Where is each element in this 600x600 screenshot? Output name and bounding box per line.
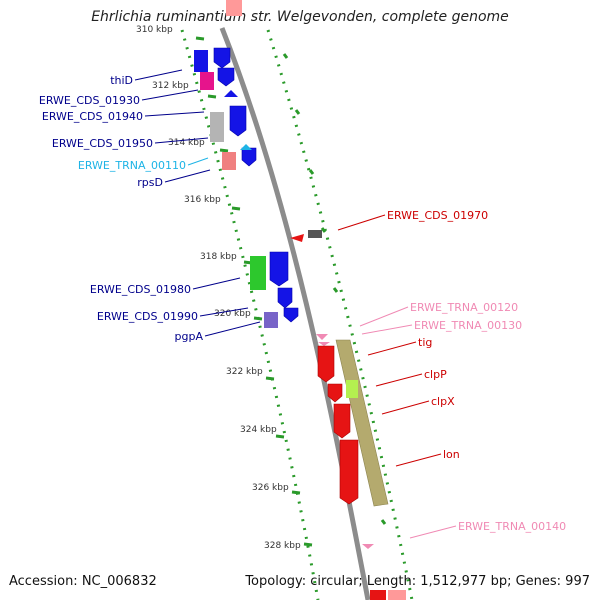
leader-line-left-8: [199, 307, 249, 317]
forward-gene-7: [283, 307, 299, 323]
forward-gene-4: [241, 147, 257, 167]
leader-line-right-7: [395, 453, 442, 467]
gene-label-right-5: clpP: [424, 368, 447, 381]
reverse-gene-3: [333, 403, 351, 439]
genome-backbone: [219, 27, 371, 600]
forward-gene-6: [277, 287, 293, 309]
gene-label-left-1: thiD: [110, 74, 133, 87]
gene-label-right-1: ERWE_CDS_01970: [387, 209, 488, 222]
leader-line-right-6: [381, 400, 430, 415]
outer-track-tick-10: [303, 542, 313, 547]
gene-block-grey: [210, 112, 224, 142]
outer-track-tick-8: [275, 434, 285, 439]
outer-track-tick-2: [207, 94, 217, 99]
scale-tick-label-7: 322 kbp: [226, 367, 263, 377]
outer-track-tick-6: [253, 316, 263, 321]
leader-line-right-8: [409, 525, 457, 539]
forward-gene-2: [217, 67, 235, 87]
gene-label-left-8: ERWE_CDS_01990: [97, 310, 198, 323]
gene-label-right-3: ERWE_TRNA_00130: [414, 319, 522, 332]
scale-tick-label-9: 326 kbp: [252, 483, 289, 493]
scale-tick-label-1: 310 kbp: [136, 25, 173, 35]
genome-summary-text: Topology: circular; Length: 1,512,977 bp…: [245, 574, 590, 589]
outer-track-tick-1: [195, 36, 205, 41]
leader-line-right-5: [375, 373, 423, 387]
forward-gene-1: [213, 47, 231, 69]
trna-marker-2: [318, 342, 330, 346]
gene-block-green: [250, 256, 266, 290]
trna-marker-3: [362, 544, 374, 549]
gene-label-left-2: ERWE_CDS_01930: [39, 94, 140, 107]
inner-track-tick-1: [282, 53, 289, 59]
outer-track-tick-7: [265, 376, 275, 381]
leader-line-right-3: [361, 324, 413, 335]
outer-track-tick-9: [291, 490, 301, 495]
trna-marker-cyan: [240, 144, 252, 150]
reverse-gene-4: [339, 439, 359, 505]
bottom-partial-gene-red: [370, 590, 386, 600]
reverse-gene-2: [327, 383, 343, 403]
inner-track-tick-3: [308, 169, 315, 175]
map-title: Ehrlichia ruminantium str. Welgevonden, …: [91, 9, 509, 25]
scale-tick-label-5: 318 kbp: [200, 252, 237, 262]
forward-gene-5: [269, 251, 289, 287]
gene-label-right-4: tig: [418, 336, 432, 349]
leader-line-left-1: [134, 69, 183, 81]
leader-line-left-3: [144, 111, 205, 117]
inner-track-tick-5: [332, 287, 339, 293]
inner-track-tick-9: [380, 519, 387, 525]
small-forward-gene: [224, 90, 238, 97]
leader-line-left-9: [204, 321, 261, 337]
gene-label-right-6: clpX: [431, 395, 455, 408]
leader-line-right-1: [337, 214, 386, 231]
gene-block-blue: [194, 50, 208, 72]
gene-label-left-4: ERWE_CDS_01950: [52, 137, 153, 150]
accession-text: Accession: NC_006832: [9, 574, 157, 589]
trna-marker-1: [316, 334, 328, 340]
inner-track-tick-2: [294, 109, 301, 115]
reverse-gene-1: [317, 345, 335, 383]
gene-block-purple: [264, 312, 278, 328]
bottom-partial-gene-pink: [388, 590, 406, 600]
gene-block-lime: [346, 380, 358, 398]
scale-tick-label-8: 324 kbp: [240, 425, 277, 435]
scale-tick-label-2: 312 kbp: [152, 81, 189, 91]
gene-label-left-3: ERWE_CDS_01940: [42, 110, 143, 123]
gene-label-left-5: ERWE_TRNA_00110: [78, 159, 186, 172]
gene-block-pink: [222, 152, 236, 170]
leader-line-right-4: [367, 341, 417, 356]
leader-line-left-7: [192, 277, 241, 290]
leader-line-right-2: [359, 306, 409, 327]
outer-track-tick-4: [231, 206, 241, 211]
top-partial-gene: [226, 0, 242, 16]
inner-track-tick-4: [320, 227, 327, 233]
leader-line-left-6: [164, 169, 211, 183]
gene-block-dark: [308, 230, 322, 238]
scale-tick-label-4: 316 kbp: [184, 195, 221, 205]
leader-line-left-5: [187, 157, 209, 166]
gene-block-magenta: [200, 72, 214, 90]
leader-line-left-4: [154, 137, 209, 144]
gene-label-right-2: ERWE_TRNA_00120: [410, 301, 518, 314]
scale-tick-label-3: 314 kbp: [168, 138, 205, 148]
scale-tick-label-6: 320 kbp: [214, 309, 251, 319]
gene-label-right-8: ERWE_TRNA_00140: [458, 520, 566, 533]
forward-gene-3: [229, 105, 247, 137]
gene-label-left-7: ERWE_CDS_01980: [90, 283, 191, 296]
scale-tick-label-10: 328 kbp: [264, 541, 301, 551]
gene-label-left-6: rpsD: [137, 176, 163, 189]
leader-line-left-2: [141, 89, 199, 101]
reverse-gene-small: [290, 234, 304, 242]
gene-label-right-7: lon: [443, 448, 460, 461]
outer-track-tick-3: [219, 148, 229, 153]
gene-label-left-9: pgpA: [175, 330, 204, 343]
